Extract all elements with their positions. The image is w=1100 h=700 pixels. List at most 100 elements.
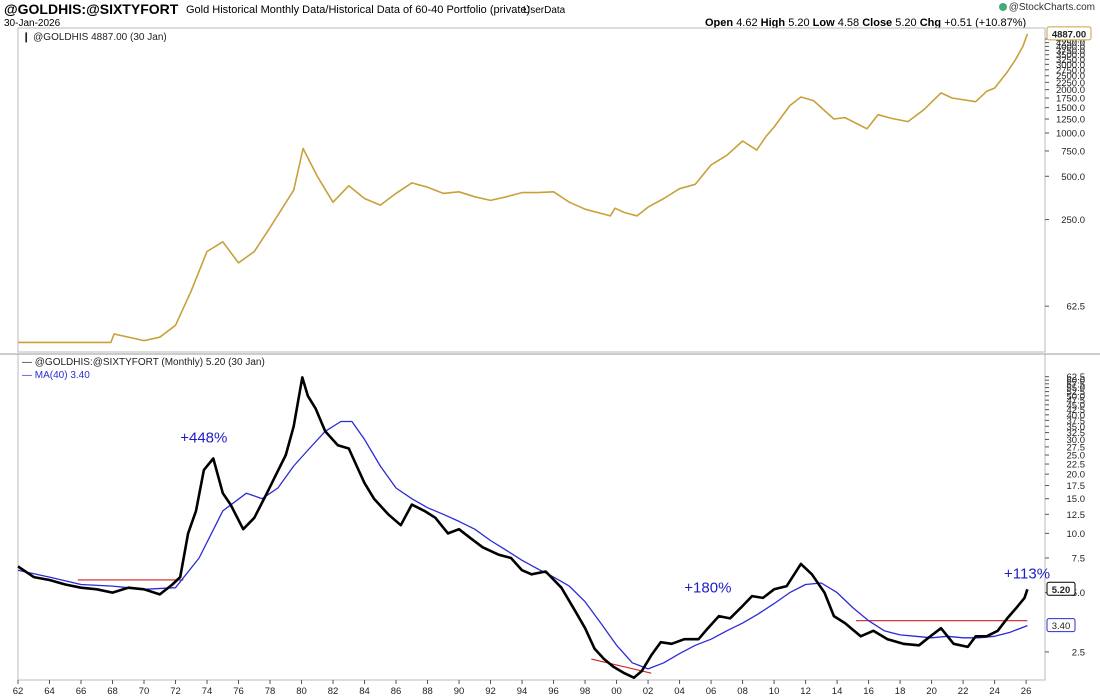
ratio-y-tick-label: 22.5	[1067, 460, 1086, 471]
x-axis-tick-label: 90	[454, 686, 465, 697]
price-y-tick-label: 3250.0	[1056, 55, 1085, 66]
gain-annotation: +113%	[1004, 565, 1050, 582]
x-axis-tick-label: 92	[485, 686, 496, 697]
ratio-y-tick-label: 35.0	[1067, 422, 1086, 433]
ohlc-readout: Open 4.62 High 5.20 Low 4.58 Close 5.20 …	[705, 17, 1026, 29]
price-y-tick-label: 2250.0	[1056, 78, 1085, 89]
x-axis-tick-label: 68	[107, 686, 118, 697]
ratio-y-tick-label: 60.0	[1067, 376, 1086, 387]
x-axis-tick-label: 22	[958, 686, 969, 697]
x-axis-tick-label: 20	[926, 686, 937, 697]
x-axis-tick-label: 84	[359, 686, 370, 697]
ratio-y-tick-label: 25.0	[1067, 451, 1086, 462]
price-y-tick-label: 3500.0	[1056, 50, 1085, 61]
price-y-tick-label: 2750.0	[1056, 65, 1085, 76]
price-y-tick-label: 3750.0	[1056, 46, 1085, 57]
price-y-tick-label: 1000.0	[1056, 128, 1085, 139]
ma-legend: — MA(40) 3.40	[22, 370, 90, 381]
stockcharts-brand[interactable]: @StockCharts.com	[998, 2, 1095, 13]
x-axis-tick-label: 88	[422, 686, 433, 697]
x-axis-tick-label: 62	[13, 686, 24, 697]
x-axis-tick-label: 70	[139, 686, 150, 697]
ratio-y-tick-label: 47.5	[1067, 396, 1086, 407]
ma-last-value-box	[1046, 618, 1076, 633]
x-axis-tick-label: 26	[1021, 686, 1032, 697]
open-value: 4.62	[736, 17, 758, 29]
ratio-y-tick-label: 27.5	[1067, 442, 1086, 453]
brand-logo-icon	[998, 3, 1007, 11]
ratio-line	[17, 376, 1029, 679]
chart-description: Gold Historical Monthly Data/Historical …	[186, 4, 531, 16]
x-axis-tick-label: 18	[895, 686, 906, 697]
price-y-tick-label: 4250.0	[1056, 38, 1085, 49]
x-axis-tick-label: 72	[170, 686, 181, 697]
ratio-last-value-box	[1046, 581, 1076, 596]
gold-price-line	[18, 33, 1029, 344]
price-panel-frame	[17, 27, 1046, 353]
ratio-legend: — @GOLDHIS:@SIXTYFORT (Monthly) 5.20 (30…	[22, 357, 265, 368]
x-axis-tick-label: 04	[674, 686, 685, 697]
price-y-tick-label: 1750.0	[1056, 94, 1085, 105]
x-axis-tick-label: 14	[832, 686, 843, 697]
gold-last-value-label: 4887.00	[1052, 29, 1086, 40]
ratio-y-tick-label: 52.5	[1067, 387, 1086, 398]
x-axis-tick-label: 10	[769, 686, 780, 697]
ratio-y-tick-label: 62.5	[1067, 372, 1086, 383]
price-y-tick-label: 2000.0	[1056, 85, 1085, 96]
brand-name: @StockCharts.com	[1008, 2, 1095, 13]
ratio-y-tick-label: 32.5	[1067, 428, 1086, 439]
low-value: 4.58	[837, 17, 860, 29]
price-y-tick-label: 1500.0	[1056, 103, 1085, 114]
x-axis-tick-label: 78	[265, 686, 276, 697]
x-axis-tick-label: 00	[611, 686, 622, 697]
x-axis-tick-label: 12	[800, 686, 811, 697]
price-y-tick-label: 750.0	[1061, 146, 1085, 157]
ratio-y-tick-label: 45.0	[1067, 400, 1086, 411]
x-axis-tick-label: 02	[643, 686, 654, 697]
ratio-y-tick-label: 50.0	[1067, 391, 1086, 402]
ratio-y-tick-label: 10.0	[1067, 529, 1086, 540]
high-value: 5.20	[788, 17, 810, 29]
ratio-last-value-label: 5.20	[1052, 585, 1071, 596]
ma-last-value-label: 3.40	[1052, 621, 1071, 632]
price-y-tick-label: 1250.0	[1056, 115, 1085, 126]
x-axis-tick-label: 74	[202, 686, 213, 697]
ratio-y-tick-label: 15.0	[1067, 494, 1086, 505]
ratio-y-tick-label: 12.5	[1067, 510, 1086, 521]
gold-legend: ❙ @GOLDHIS 4887.00 (30 Jan)	[22, 32, 167, 43]
ratio-y-tick-label: 5.0	[1072, 588, 1085, 599]
x-axis-tick-label: 08	[737, 686, 748, 697]
price-y-tick-label: 3000.0	[1056, 60, 1085, 71]
ratio-y-tick-label: 30.0	[1067, 435, 1086, 446]
gain-annotation: +448%	[180, 429, 227, 446]
x-axis-tick-label: 98	[580, 686, 591, 697]
gain-annotation: +180%	[684, 580, 731, 597]
chg-value: +0.51 (+10.87%)	[944, 17, 1027, 29]
ratio-panel-frame	[17, 353, 1046, 681]
ratio-y-tick-label: 7.5	[1072, 553, 1085, 564]
x-axis-tick-label: 76	[233, 686, 244, 697]
price-y-tick-label: 250.0	[1061, 215, 1085, 226]
chart-symbol: @GOLDHIS:@SIXTYFORT	[4, 1, 179, 17]
ratio-y-tick-label: 40.0	[1067, 410, 1086, 421]
x-axis-tick-label: 06	[706, 686, 717, 697]
x-axis-tick-label: 80	[296, 686, 307, 697]
ratio-y-tick-label: 20.0	[1067, 470, 1086, 481]
chart-date: 30-Jan-2026	[4, 18, 61, 29]
chg-label: Chg	[919, 17, 942, 29]
ratio-y-tick-label: 55.0	[1067, 383, 1086, 394]
x-axis-tick-label: 82	[328, 686, 339, 697]
close-label: Close	[862, 17, 893, 29]
price-y-tick-label: 500.0	[1061, 172, 1085, 183]
open-label: Open	[705, 17, 734, 29]
price-y-tick-label: 4000.0	[1056, 42, 1085, 53]
x-axis-tick-label: 94	[517, 686, 528, 697]
low-label: Low	[812, 17, 835, 29]
x-axis-tick-label: 86	[391, 686, 402, 697]
x-axis-tick-label: 24	[989, 686, 1000, 697]
x-axis-tick-label: 66	[76, 686, 87, 697]
price-y-tick-label: 62.5	[1067, 302, 1086, 313]
ratio-y-tick-label: 37.5	[1067, 416, 1086, 427]
ma40-line	[17, 420, 1028, 670]
